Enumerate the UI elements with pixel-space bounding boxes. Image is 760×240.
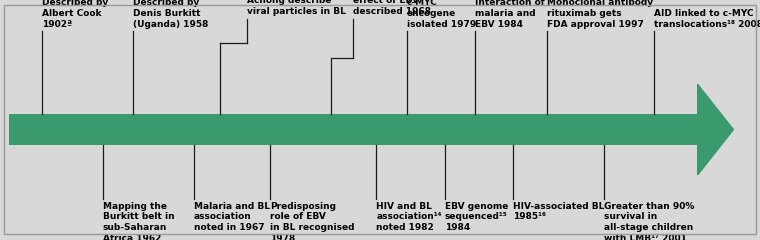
Text: Michael Anthony
Epstein, Yvonne
Barr, and Bert
Achong describe
viral particles i: Michael Anthony Epstein, Yvonne Barr, an… xyxy=(247,0,346,16)
Text: Malaria and BL
association
noted in 1967: Malaria and BL association noted in 1967 xyxy=(194,202,270,232)
Text: c-MYC
oncogene
isolated 1979: c-MYC oncogene isolated 1979 xyxy=(407,0,476,29)
Text: EBV genome
sequenced¹⁵
1984: EBV genome sequenced¹⁵ 1984 xyxy=(445,202,508,232)
Text: Mapping the
Burkitt belt in
sub-Saharan
Africa 1962: Mapping the Burkitt belt in sub-Saharan … xyxy=(103,202,174,240)
Text: Described by
Albert Cook
1902ª: Described by Albert Cook 1902ª xyxy=(42,0,108,29)
Text: Interaction of
malaria and
EBV 1984: Interaction of malaria and EBV 1984 xyxy=(475,0,545,29)
Polygon shape xyxy=(698,84,733,175)
Text: Predisposing
role of EBV
in BL recognised
1978: Predisposing role of EBV in BL recognise… xyxy=(270,202,354,240)
Text: Transforming
effect of EBV
described 1968: Transforming effect of EBV described 196… xyxy=(353,0,432,16)
Text: HIV-associated BL
1985¹⁶: HIV-associated BL 1985¹⁶ xyxy=(513,202,604,221)
Text: HIV and BL
association¹⁴
noted 1982: HIV and BL association¹⁴ noted 1982 xyxy=(376,202,442,232)
Text: AID linked to c-MYC
translocations¹⁸ 2008: AID linked to c-MYC translocations¹⁸ 200… xyxy=(654,9,760,29)
Text: Greater than 90%
survival in
all-stage children
with LMB¹⁷ 2001: Greater than 90% survival in all-stage c… xyxy=(604,202,695,240)
Text: Monoclonal antibody
rituximab gets
FDA approval 1997: Monoclonal antibody rituximab gets FDA a… xyxy=(547,0,654,29)
Text: Described by
Denis Burkitt
(Uganda) 1958: Described by Denis Burkitt (Uganda) 1958 xyxy=(133,0,208,29)
Bar xyxy=(9,114,698,145)
